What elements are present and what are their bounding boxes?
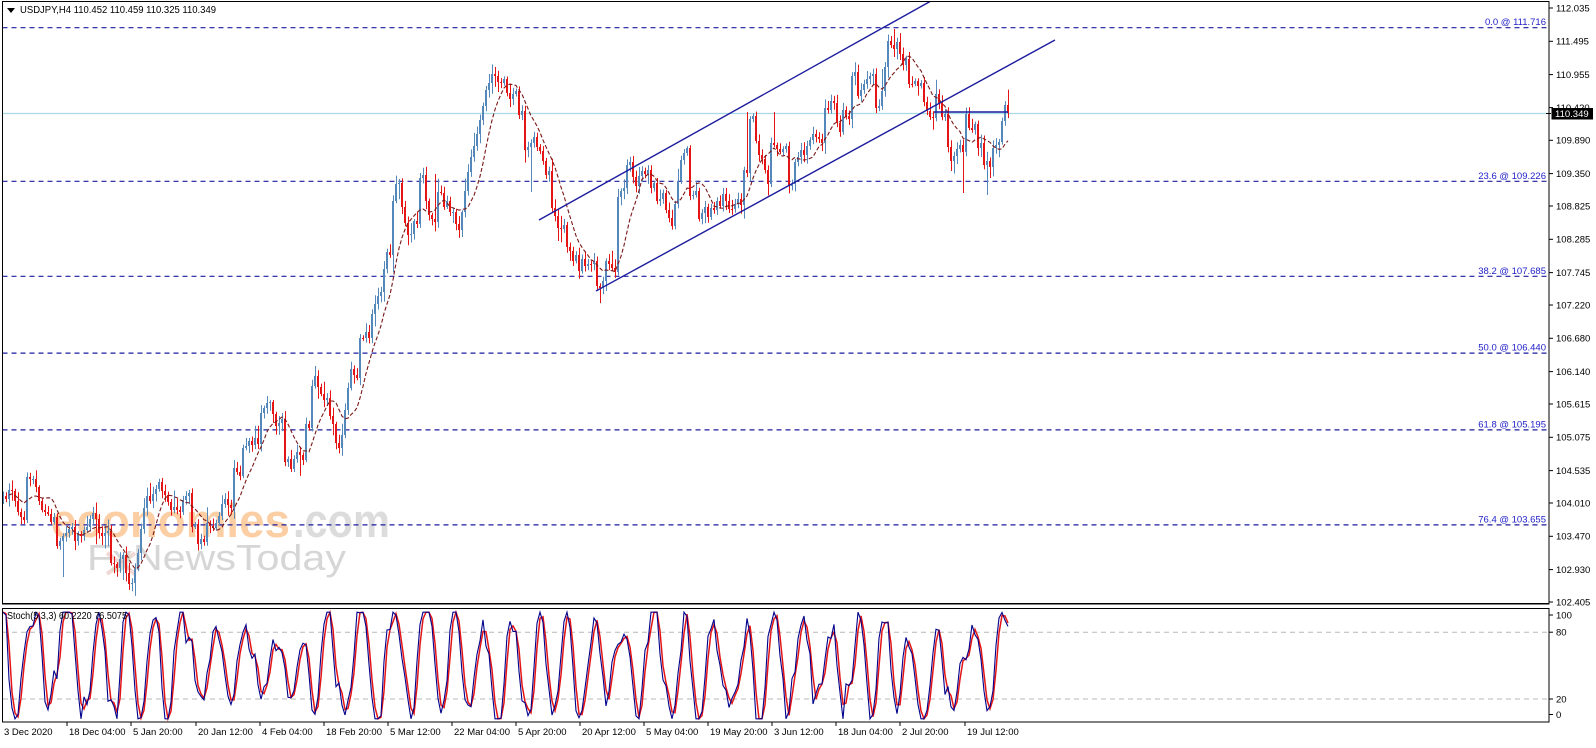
svg-text:5 May 04:00: 5 May 04:00 bbox=[646, 727, 698, 738]
svg-text:103.470: 103.470 bbox=[1556, 532, 1590, 543]
svg-text:105.075: 105.075 bbox=[1556, 433, 1590, 444]
svg-text:5 Jan 20:00: 5 Jan 20:00 bbox=[133, 727, 183, 738]
svg-text:.com: .com bbox=[293, 494, 390, 547]
svg-text:104.010: 104.010 bbox=[1556, 498, 1590, 509]
svg-text:102.930: 102.930 bbox=[1556, 565, 1590, 576]
svg-text:107.745: 107.745 bbox=[1556, 268, 1590, 279]
svg-text:106.140: 106.140 bbox=[1556, 367, 1590, 378]
svg-text:76.4 @ 103.655: 76.4 @ 103.655 bbox=[1478, 514, 1546, 525]
svg-text:107.220: 107.220 bbox=[1556, 300, 1590, 311]
svg-text:61.8 @ 105.195: 61.8 @ 105.195 bbox=[1478, 419, 1546, 430]
svg-text:5 Mar 12:00: 5 Mar 12:00 bbox=[390, 727, 441, 738]
svg-text:106.680: 106.680 bbox=[1556, 334, 1590, 345]
svg-text:112.035: 112.035 bbox=[1556, 3, 1590, 14]
svg-text:19 Jul 12:00: 19 Jul 12:00 bbox=[967, 727, 1019, 738]
svg-text:108.285: 108.285 bbox=[1556, 235, 1590, 246]
svg-text:19 May 20:00: 19 May 20:00 bbox=[710, 727, 768, 738]
svg-text:23.6 @ 109.226: 23.6 @ 109.226 bbox=[1478, 171, 1546, 182]
svg-text:50.0 @ 106.440: 50.0 @ 106.440 bbox=[1478, 343, 1546, 354]
svg-text:5 Apr 20:00: 5 Apr 20:00 bbox=[518, 727, 567, 738]
svg-text:104.535: 104.535 bbox=[1556, 466, 1590, 477]
svg-text:0.0 @ 111.716: 0.0 @ 111.716 bbox=[1485, 17, 1546, 28]
svg-text:20 Jan 12:00: 20 Jan 12:00 bbox=[198, 727, 253, 738]
svg-text:100: 100 bbox=[1556, 610, 1572, 621]
svg-text:2 Jul 20:00: 2 Jul 20:00 bbox=[902, 727, 948, 738]
svg-text:18 Jun 04:00: 18 Jun 04:00 bbox=[838, 727, 893, 738]
svg-text:108.825: 108.825 bbox=[1556, 201, 1590, 212]
svg-text:Stoch(5,3,3) 60.2220 76.5075: Stoch(5,3,3) 60.2220 76.5075 bbox=[7, 611, 128, 622]
svg-text:111.495: 111.495 bbox=[1556, 37, 1589, 48]
svg-text:102.405: 102.405 bbox=[1556, 597, 1590, 608]
svg-text:22 Mar 04:00: 22 Mar 04:00 bbox=[454, 727, 510, 738]
svg-text:20 Apr 12:00: 20 Apr 12:00 bbox=[582, 727, 636, 738]
svg-text:4 Feb 04:00: 4 Feb 04:00 bbox=[262, 727, 313, 738]
svg-text:0: 0 bbox=[1556, 710, 1561, 721]
svg-text:80: 80 bbox=[1556, 628, 1567, 639]
svg-text:18 Feb 20:00: 18 Feb 20:00 bbox=[326, 727, 382, 738]
svg-text:109.350: 109.350 bbox=[1556, 169, 1590, 180]
svg-text:38.2 @ 107.685: 38.2 @ 107.685 bbox=[1478, 266, 1546, 277]
svg-text:3 Dec 2020: 3 Dec 2020 bbox=[4, 727, 53, 738]
svg-text:18 Dec 04:00: 18 Dec 04:00 bbox=[69, 727, 126, 738]
svg-text:110.955: 110.955 bbox=[1556, 70, 1590, 81]
svg-text:110.349: 110.349 bbox=[1555, 109, 1589, 120]
svg-text:3 Jun 12:00: 3 Jun 12:00 bbox=[774, 727, 824, 738]
svg-text:20: 20 bbox=[1556, 694, 1567, 705]
svg-text:USDJPY,H4 110.452 110.459 110: USDJPY,H4 110.452 110.459 110.325 110.34… bbox=[20, 5, 216, 16]
svg-text:105.615: 105.615 bbox=[1556, 399, 1590, 410]
svg-text:109.890: 109.890 bbox=[1556, 136, 1590, 147]
